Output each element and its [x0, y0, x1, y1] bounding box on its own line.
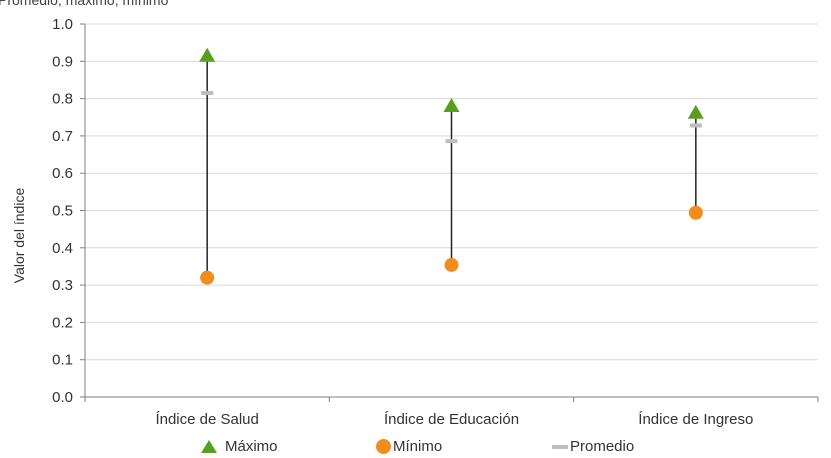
y-tick-label: 0.3 — [52, 277, 73, 294]
y-axis-label: Valor del índice — [11, 188, 27, 284]
y-tick-label: 0.1 — [52, 352, 73, 369]
minimo-marker — [688, 205, 703, 220]
promedio-marker — [201, 91, 214, 96]
x-tick-label: Índice de Educación — [384, 411, 519, 428]
y-tick-label: 0.7 — [52, 128, 73, 145]
promedio-marker — [689, 123, 702, 128]
maximo-marker — [443, 98, 460, 113]
maximo-marker — [687, 104, 704, 119]
minimo-marker — [200, 270, 215, 285]
minimo-marker — [444, 257, 459, 272]
legend: Máximo Mínimo Promedio — [0, 438, 831, 458]
y-tick-label: 0.6 — [52, 165, 73, 182]
circle-icon — [376, 439, 391, 454]
legend-item-promedio: Promedio — [552, 438, 634, 455]
y-tick-label: 0.9 — [52, 53, 73, 70]
x-tick-label: Índice de Salud — [155, 411, 258, 428]
dash-icon — [552, 444, 568, 449]
legend-label-minimo: Mínimo — [393, 438, 443, 455]
legend-item-maximo: Máximo — [201, 438, 278, 455]
y-tick-label: 1.0 — [52, 16, 73, 33]
x-tick-label: Índice de Ingreso — [638, 411, 753, 428]
y-tick-label: 0.0 — [52, 389, 73, 406]
y-tick-label: 0.2 — [52, 314, 73, 331]
legend-label-promedio: Promedio — [570, 438, 635, 455]
legend-item-minimo: Mínimo — [376, 438, 442, 455]
chart-subtitle: Promedio, máximo, mínimo — [0, 0, 169, 8]
legend-label-maximo: Máximo — [225, 438, 278, 455]
promedio-marker — [445, 139, 458, 144]
y-tick-label: 0.4 — [52, 240, 73, 257]
range-chart: 0.0 0.1 0.2 0.3 0.4 0.5 0.6 0.7 0.8 0.9 1.0 Valor d… — [11, 16, 819, 428]
y-tick-label: 0.8 — [52, 91, 73, 108]
maximo-marker — [199, 47, 216, 62]
y-tick-label: 0.5 — [52, 203, 73, 220]
triangle-icon — [201, 440, 217, 453]
